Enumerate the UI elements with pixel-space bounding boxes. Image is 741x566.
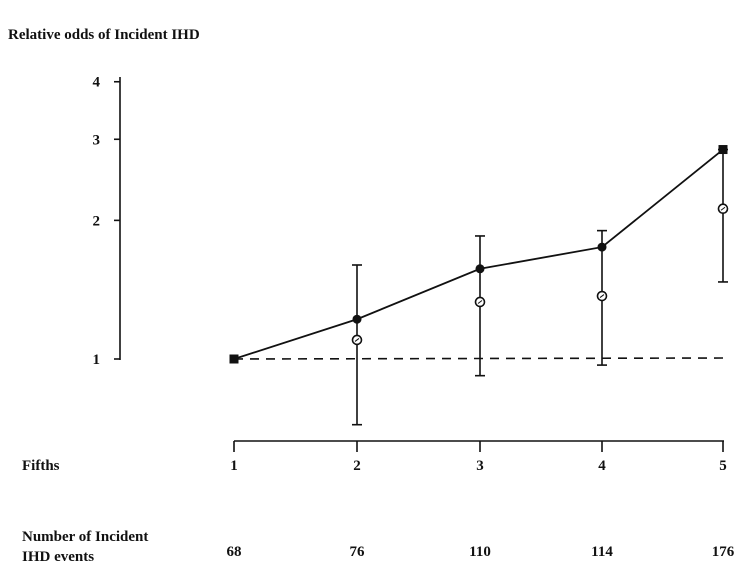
events-value-5: 176 — [712, 544, 735, 560]
y-tick-label-2: 2 — [93, 213, 101, 229]
events-value-3: 110 — [469, 544, 491, 560]
reference-line — [233, 357, 725, 360]
events-values: 68 76 110 114 176 — [227, 544, 735, 560]
x-ticks: 1 2 3 4 5 — [230, 441, 727, 474]
y-tick-label-3: 3 — [93, 132, 101, 148]
open-point-mark-2 — [354, 338, 360, 342]
open-point-mark-4 — [599, 294, 605, 298]
series-1-line — [233, 148, 724, 360]
events-value-4: 114 — [591, 544, 613, 560]
filled-point-3 — [475, 264, 485, 274]
filled-point-2 — [352, 314, 362, 324]
x-axis-label: Fifths — [22, 458, 60, 474]
events-label-line2: IHD events — [22, 549, 94, 565]
open-point-mark-3 — [477, 300, 483, 304]
filled-point-1 — [229, 354, 239, 364]
filled-point-5 — [718, 145, 728, 155]
x-tick-label-4: 4 — [598, 458, 606, 474]
x-tick-label-1: 1 — [230, 458, 238, 474]
x-tick-label-5: 5 — [719, 458, 727, 474]
y-ticks: 1 2 3 4 — [93, 75, 120, 368]
open-points — [351, 203, 729, 346]
filled-points — [229, 145, 728, 364]
filled-point-4 — [597, 242, 607, 252]
open-point-mark-5 — [720, 206, 726, 211]
events-value-1: 68 — [227, 544, 242, 560]
x-tick-label-3: 3 — [476, 458, 484, 474]
series-line — [233, 148, 724, 360]
chart-title: Relative odds of Incident IHD — [8, 27, 200, 43]
y-tick-label-4: 4 — [93, 75, 101, 91]
events-value-2: 76 — [350, 544, 366, 560]
y-tick-label-1: 1 — [93, 352, 101, 368]
x-tick-label-2: 2 — [353, 458, 361, 474]
events-label-line1: Number of Incident — [22, 529, 148, 545]
